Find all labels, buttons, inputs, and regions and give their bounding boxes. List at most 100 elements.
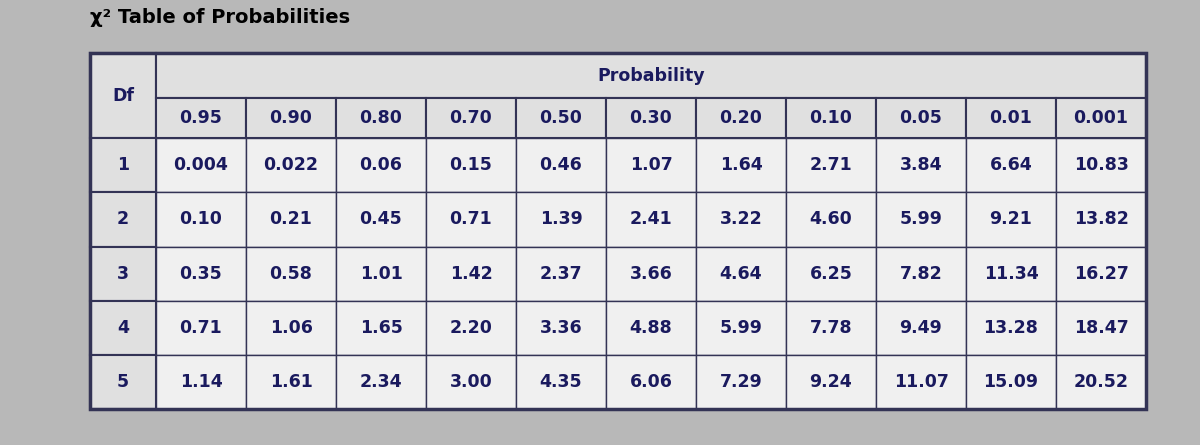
Text: 1.39: 1.39 (540, 210, 582, 228)
Bar (156, 53, 1146, 98)
Bar (606, 247, 696, 301)
Text: 3.66: 3.66 (630, 265, 672, 283)
Bar (516, 192, 606, 247)
Bar (606, 192, 696, 247)
Text: 0.70: 0.70 (450, 109, 492, 127)
Bar (876, 301, 966, 355)
Bar (336, 355, 426, 409)
Bar (1056, 138, 1146, 192)
Text: 0.15: 0.15 (450, 156, 492, 174)
Bar (516, 138, 606, 192)
Bar (1056, 247, 1146, 301)
Bar (90, 247, 156, 301)
Text: 13.28: 13.28 (984, 319, 1038, 337)
Bar (876, 98, 966, 138)
Text: 4: 4 (116, 319, 130, 337)
Text: 5.99: 5.99 (720, 319, 762, 337)
Bar (876, 138, 966, 192)
Text: 4.64: 4.64 (720, 265, 762, 283)
Text: 1.42: 1.42 (450, 265, 492, 283)
Text: 15.09: 15.09 (984, 373, 1038, 391)
Text: 0.95: 0.95 (180, 109, 222, 127)
Bar (786, 138, 876, 192)
Text: Df: Df (112, 87, 134, 105)
Bar (696, 98, 786, 138)
Bar (90, 192, 156, 247)
Bar (786, 247, 876, 301)
Bar (516, 355, 606, 409)
Bar (336, 247, 426, 301)
Bar (696, 138, 786, 192)
Text: 0.05: 0.05 (900, 109, 942, 127)
Text: 0.001: 0.001 (1074, 109, 1128, 127)
Text: 9.24: 9.24 (810, 373, 852, 391)
Text: 0.10: 0.10 (180, 210, 222, 228)
Text: 18.47: 18.47 (1074, 319, 1128, 337)
Text: 3.36: 3.36 (540, 319, 582, 337)
Text: 7.29: 7.29 (720, 373, 762, 391)
Text: 2.37: 2.37 (540, 265, 582, 283)
Text: 9.21: 9.21 (990, 210, 1032, 228)
Text: 2: 2 (116, 210, 130, 228)
Bar (246, 247, 336, 301)
Text: 4.88: 4.88 (630, 319, 672, 337)
Bar (156, 192, 246, 247)
Bar (786, 98, 876, 138)
Text: 0.01: 0.01 (990, 109, 1032, 127)
Bar (516, 247, 606, 301)
Bar (606, 301, 696, 355)
Text: 9.49: 9.49 (900, 319, 942, 337)
Text: 6.64: 6.64 (990, 156, 1032, 174)
Text: 0.06: 0.06 (360, 156, 402, 174)
Text: 0.80: 0.80 (360, 109, 402, 127)
Text: 5.99: 5.99 (900, 210, 942, 228)
Bar (696, 301, 786, 355)
Text: 1.14: 1.14 (180, 373, 222, 391)
Bar (786, 355, 876, 409)
Bar (966, 247, 1056, 301)
Text: 1.01: 1.01 (360, 265, 402, 283)
Bar (1056, 301, 1146, 355)
Bar (246, 192, 336, 247)
Bar (426, 138, 516, 192)
Bar (426, 98, 516, 138)
Text: 2.34: 2.34 (360, 373, 402, 391)
Bar (426, 247, 516, 301)
Bar (786, 301, 876, 355)
Text: 0.90: 0.90 (270, 109, 312, 127)
Bar (606, 355, 696, 409)
Text: 0.46: 0.46 (540, 156, 582, 174)
Bar (1056, 98, 1146, 138)
Bar (696, 192, 786, 247)
Text: 7.78: 7.78 (810, 319, 852, 337)
Text: 4.35: 4.35 (540, 373, 582, 391)
Bar (426, 192, 516, 247)
Bar (156, 247, 246, 301)
Text: 20.52: 20.52 (1074, 373, 1128, 391)
Bar (156, 98, 246, 138)
Bar (336, 138, 426, 192)
Bar (966, 138, 1056, 192)
Text: 3.22: 3.22 (720, 210, 762, 228)
Text: χ² Table of Probabilities: χ² Table of Probabilities (90, 8, 350, 27)
Text: 1.64: 1.64 (720, 156, 762, 174)
Text: 6.06: 6.06 (630, 373, 672, 391)
Bar (786, 192, 876, 247)
Bar (966, 192, 1056, 247)
Bar (336, 98, 426, 138)
Text: 0.20: 0.20 (720, 109, 762, 127)
Bar (246, 98, 336, 138)
Text: 0.10: 0.10 (810, 109, 852, 127)
Bar (876, 192, 966, 247)
Text: 0.71: 0.71 (450, 210, 492, 228)
Bar (696, 247, 786, 301)
Text: 0.004: 0.004 (174, 156, 228, 174)
Bar (90, 138, 156, 192)
Bar (1056, 355, 1146, 409)
Text: 10.83: 10.83 (1074, 156, 1128, 174)
Bar (426, 301, 516, 355)
Text: 4.60: 4.60 (810, 210, 852, 228)
Bar (426, 355, 516, 409)
Text: 13.82: 13.82 (1074, 210, 1128, 228)
Bar (246, 355, 336, 409)
